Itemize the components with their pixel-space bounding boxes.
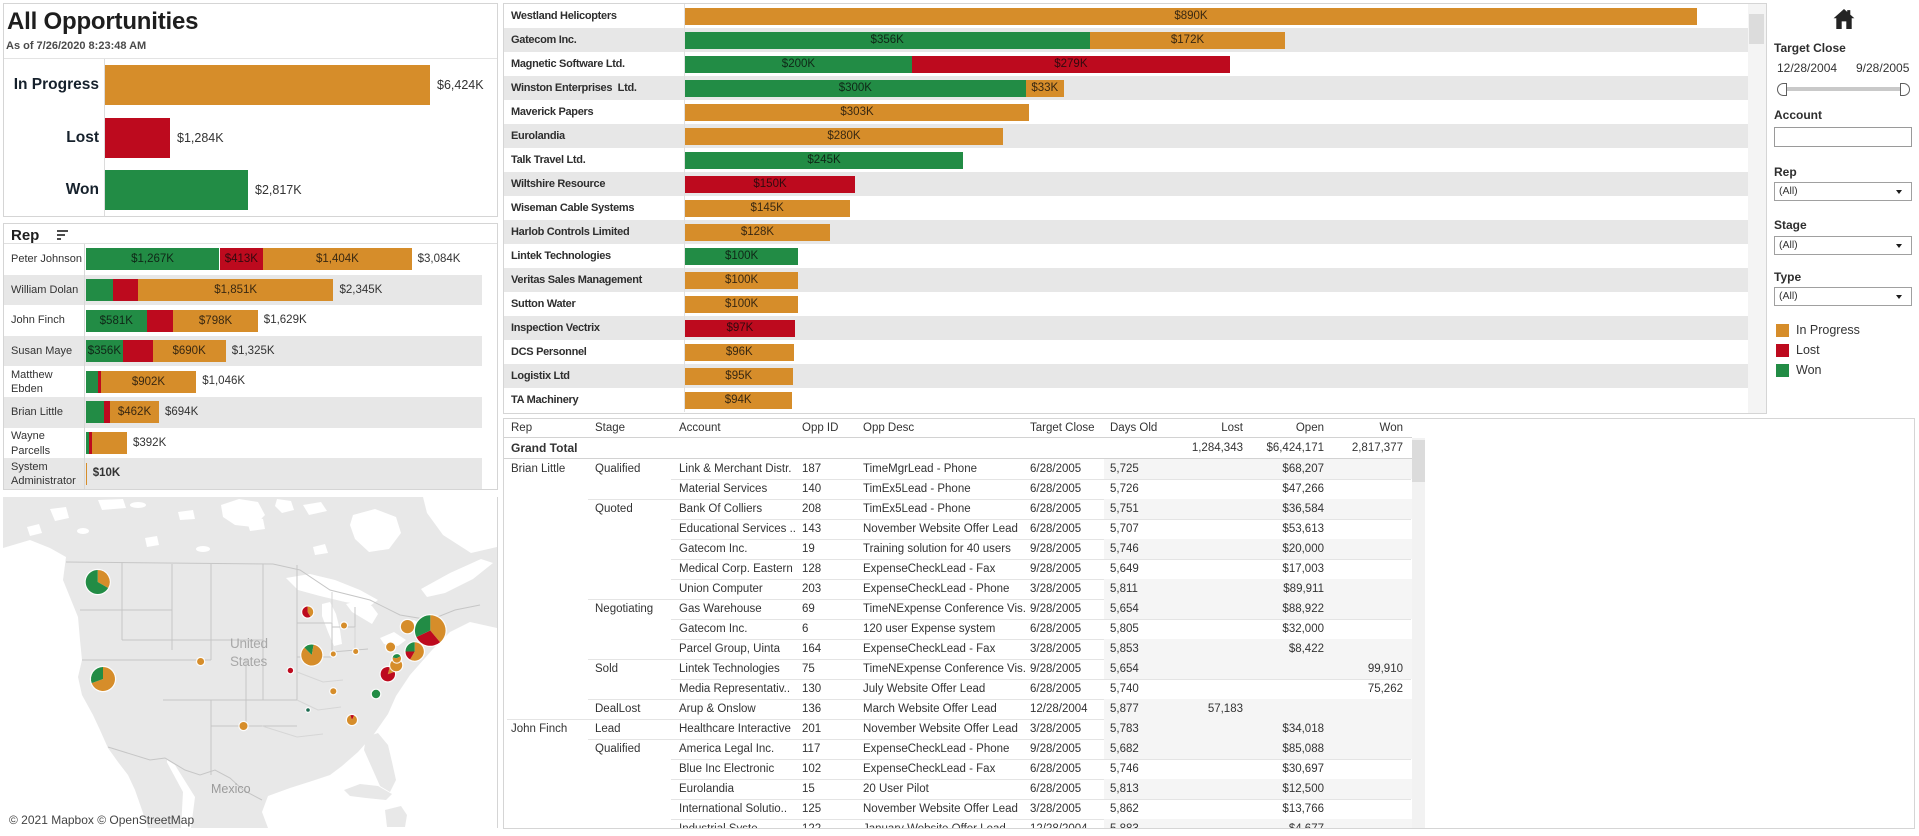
svg-text:States: States xyxy=(230,654,268,669)
svg-text:© 2021 Mapbox © OpenStreetMap: © 2021 Mapbox © OpenStreetMap xyxy=(9,813,194,827)
svg-text:Mexico: Mexico xyxy=(211,782,251,796)
svg-text:United: United xyxy=(230,636,268,651)
